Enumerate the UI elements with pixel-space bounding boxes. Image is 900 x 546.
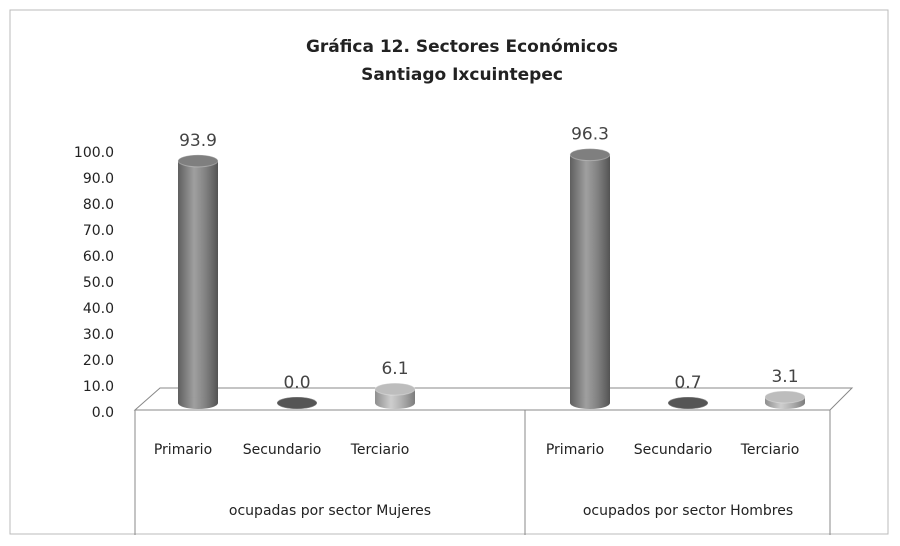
bar-top (374, 382, 416, 396)
y-tick-label: 0.0 (92, 405, 114, 421)
y-tick-label: 20.0 (83, 353, 114, 369)
x-tick-label: Secundario (634, 442, 713, 458)
y-tick-label: 10.0 (83, 379, 114, 395)
y-tick-label: 80.0 (83, 197, 114, 213)
value-label: 6.1 (381, 359, 408, 379)
bar (667, 396, 709, 410)
chart-subtitle: Santiago Ixcuintepec (361, 65, 563, 85)
value-label: 0.0 (283, 373, 310, 393)
bar-top (276, 396, 318, 410)
value-label: 96.3 (571, 125, 609, 145)
bar (569, 148, 611, 409)
x-tick-label: Terciario (740, 442, 800, 458)
y-tick-label: 100.0 (74, 145, 114, 161)
value-label: 93.9 (179, 131, 217, 151)
x-tick-label: Secundario (243, 442, 322, 458)
bar-shade (570, 154, 610, 403)
value-label: 0.7 (674, 373, 701, 393)
y-tick-label: 50.0 (83, 275, 114, 291)
y-tick-label: 30.0 (83, 327, 114, 343)
bar-top (764, 390, 806, 404)
bar-shade (178, 160, 218, 403)
bar (764, 390, 806, 409)
bar (177, 154, 219, 409)
group-label: ocupados por sector Hombres (583, 503, 793, 519)
bar (374, 382, 416, 409)
chart-frame (9, 9, 889, 535)
y-tick-label: 90.0 (83, 171, 114, 187)
x-tick-label: Primario (546, 442, 604, 458)
x-tick-label: Terciario (350, 442, 410, 458)
bar-top (569, 148, 611, 162)
y-tick-label: 40.0 (83, 301, 114, 317)
bar-base-shade (178, 397, 218, 409)
group-label: ocupadas por sector Mujeres (229, 503, 431, 519)
floor (133, 387, 854, 411)
bar-base-shade (570, 397, 610, 409)
bar-base-shade (375, 397, 415, 409)
bar-top (667, 396, 709, 410)
y-tick-label: 60.0 (83, 249, 114, 265)
x-tick-label: Primario (154, 442, 212, 458)
y-tick-label: 70.0 (83, 223, 114, 239)
bar-top (177, 154, 219, 168)
bar (276, 396, 318, 410)
chart-title: Gráfica 12. Sectores Económicos (306, 37, 618, 57)
value-label: 3.1 (771, 367, 798, 387)
